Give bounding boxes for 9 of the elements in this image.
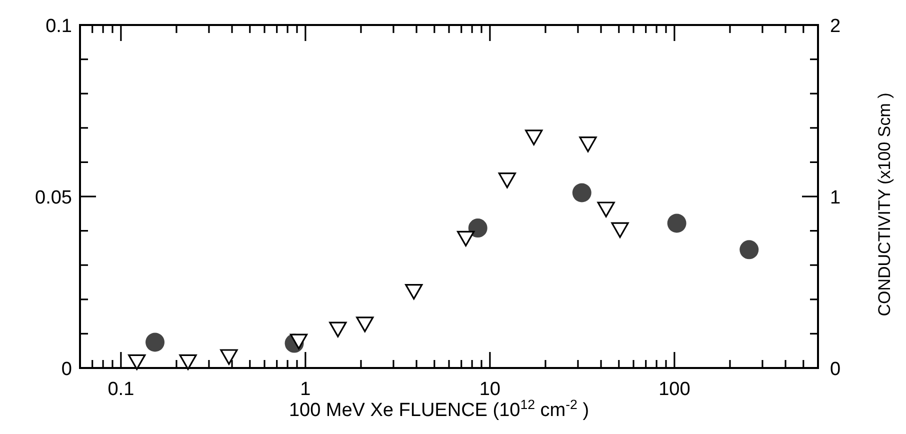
y2-tick-label: 1 — [830, 188, 841, 208]
y-tick-label: 0 — [61, 359, 72, 380]
y2-tick-label: 0 — [830, 359, 841, 380]
x-tick-label: 100 — [658, 379, 690, 400]
y2-axis-title: CONDUCTIVITY (x100 Scm ) — [875, 92, 894, 316]
y-tick-label: 0.05 — [35, 188, 72, 208]
y2-tick-label: 2 — [830, 16, 841, 37]
x-tick-label: 0.1 — [108, 379, 134, 400]
y-tick-label: 0.1 — [46, 16, 72, 37]
